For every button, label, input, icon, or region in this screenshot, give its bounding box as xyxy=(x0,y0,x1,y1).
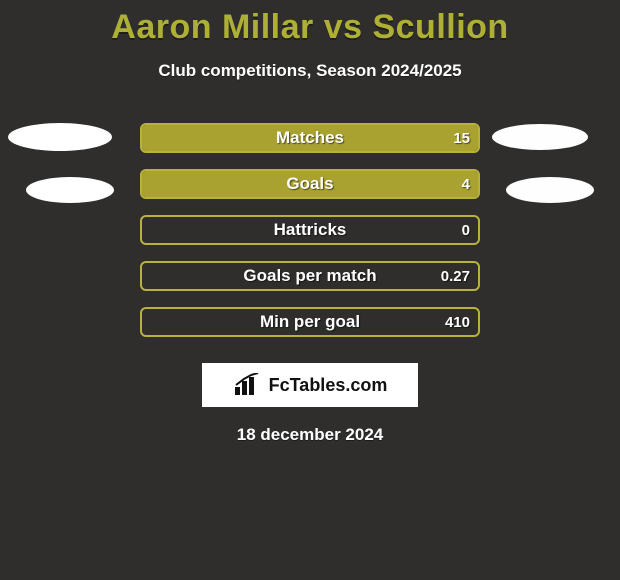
decorative-ellipse xyxy=(8,123,112,151)
decorative-ellipse xyxy=(26,177,114,203)
stats-container: Matches15Goals4Hattricks0Goals per match… xyxy=(0,123,620,337)
date-label: 18 december 2024 xyxy=(0,425,620,445)
decorative-ellipse xyxy=(506,177,594,203)
stat-bar-fill xyxy=(142,171,478,197)
subtitle: Club competitions, Season 2024/2025 xyxy=(0,61,620,81)
stat-bar xyxy=(140,169,480,199)
logo-card: FcTables.com xyxy=(202,363,418,407)
stat-bar xyxy=(140,123,480,153)
bars-icon xyxy=(233,373,263,397)
page-title: Aaron Millar vs Scullion xyxy=(0,0,620,47)
decorative-ellipse xyxy=(492,124,588,150)
stat-bar xyxy=(140,215,480,245)
logo-text: FcTables.com xyxy=(269,375,388,396)
stat-bar xyxy=(140,261,480,291)
stat-row: Hattricks0 xyxy=(0,215,620,245)
stat-row: Min per goal410 xyxy=(0,307,620,337)
stat-bar-fill xyxy=(142,125,478,151)
stat-row: Goals per match0.27 xyxy=(0,261,620,291)
stat-bar xyxy=(140,307,480,337)
